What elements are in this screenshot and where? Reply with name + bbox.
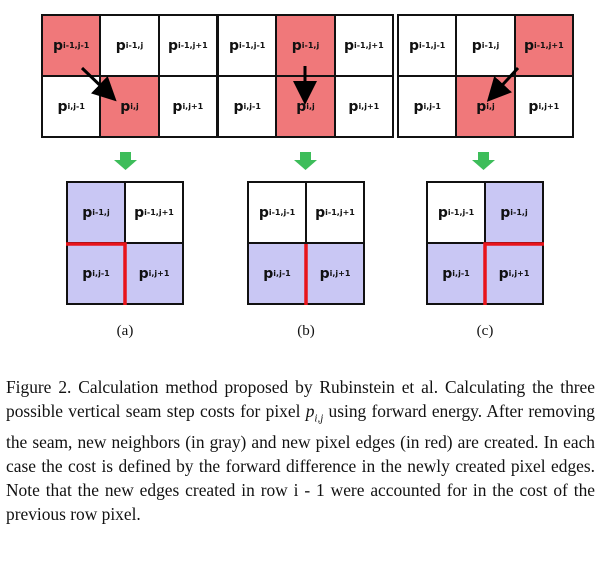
panel-c-label: (c) (476, 323, 494, 339)
panel-a-bottom-cell-0: p i-1,j (67, 182, 125, 243)
panel-c-bottom-grid: p i-1,j-1 p i-1,j p i,j-1 p i,j+1 (426, 181, 544, 305)
panel-c-top-cell-1: p i-1,j (456, 15, 515, 76)
panel-a-label: (a) (116, 323, 134, 339)
panel-c-bottom-cell-2: p i,j-1 (427, 243, 485, 304)
panel-b-label: (b) (297, 323, 315, 339)
panel-b-bottom-cell-2: p i,j-1 (248, 243, 306, 304)
panel-b-top-cell-1: p i-1,j (276, 15, 335, 76)
panel-a-bottom-cell-2: p i,j-1 (67, 243, 125, 304)
panel-b-top-cell-5: p i,j+1 (334, 76, 393, 137)
caption-text-part2: using forward energy. After removing the… (6, 401, 595, 525)
panel-b-top-cell-3: p i,j-1 (218, 76, 277, 137)
panel-a-top-cell-5: p i,j+1 (158, 76, 217, 137)
panel-c-bottom-cell-3: p i,j+1 (485, 243, 543, 304)
panel-c-bottom-cell-0: p i-1,j-1 (427, 182, 485, 243)
panel-c-top-cell-5: p i,j+1 (514, 76, 573, 137)
panel-b-bottom-grid: p i-1,j-1 p i-1,j+1 p i,j-1 p i,j+1 (247, 181, 365, 305)
panel-b-top-cell-4: p i,j (276, 76, 335, 137)
panel-a-bottom-grid: p i-1,j p i-1,j+1 p i,j-1 p i,j+1 (66, 181, 184, 305)
figure-caption: Figure 2. Calculation method proposed by… (6, 375, 595, 526)
panel-b-top-grid: p i-1,j-1 p i-1,j p i-1,j+1 p i,j-1 p i,j p i,… (217, 14, 394, 138)
panel-c-top-cell-3: p i,j-1 (398, 76, 457, 137)
panel-c-top-cell-4: p i,j (456, 76, 515, 137)
panel-c-top-grid: p i-1,j-1 p i-1,j p i-1,j+1 p i,j-1 p i,j p i,… (397, 14, 574, 138)
caption-text-part1: Figure 2. Calculation method proposed by… (6, 377, 595, 421)
panel-a-bottom-cell-1: p i-1,j+1 (125, 182, 183, 243)
panel-a-top-cell-1: p i-1,j (100, 15, 159, 76)
panel-b-bottom-cell-3: p i,j+1 (306, 243, 364, 304)
panel-b-top-cell-0: p i-1,j-1 (218, 15, 277, 76)
panel-a-top-cell-3: p i,j-1 (42, 76, 101, 137)
figure: p i-1,j-1 p i-1,j p i-1,j+1 p i,j-1 p i,j p i,… (41, 14, 574, 339)
panel-a-top-cell-2: p i-1,j+1 (158, 15, 217, 76)
panel-a-top-cell-0: p i-1,j-1 (42, 15, 101, 76)
panel-b-bottom-cell-0: p i-1,j-1 (248, 182, 306, 243)
panel-c-top-cell-0: p i-1,j-1 (398, 15, 457, 76)
panel-c-top-cell-2: p i-1,j+1 (514, 15, 573, 76)
panel-a-down-arrow-icon (114, 152, 137, 170)
panel-a-bottom-cell-3: p i,j+1 (125, 243, 183, 304)
panel-c-bottom-cell-1: p i-1,j (485, 182, 543, 243)
caption-math: pi,j (305, 401, 324, 425)
panel-a-top-grid: p i-1,j-1 p i-1,j p i-1,j+1 p i,j-1 p i,j p i,… (41, 14, 218, 138)
panel-b-top-cell-2: p i-1,j+1 (334, 15, 393, 76)
panel-c-down-arrow-icon (472, 152, 495, 170)
panel-a-top-cell-4: p i,j (100, 76, 159, 137)
panel-b-bottom-cell-1: p i-1,j+1 (306, 182, 364, 243)
panel-b-down-arrow-icon (294, 152, 317, 170)
